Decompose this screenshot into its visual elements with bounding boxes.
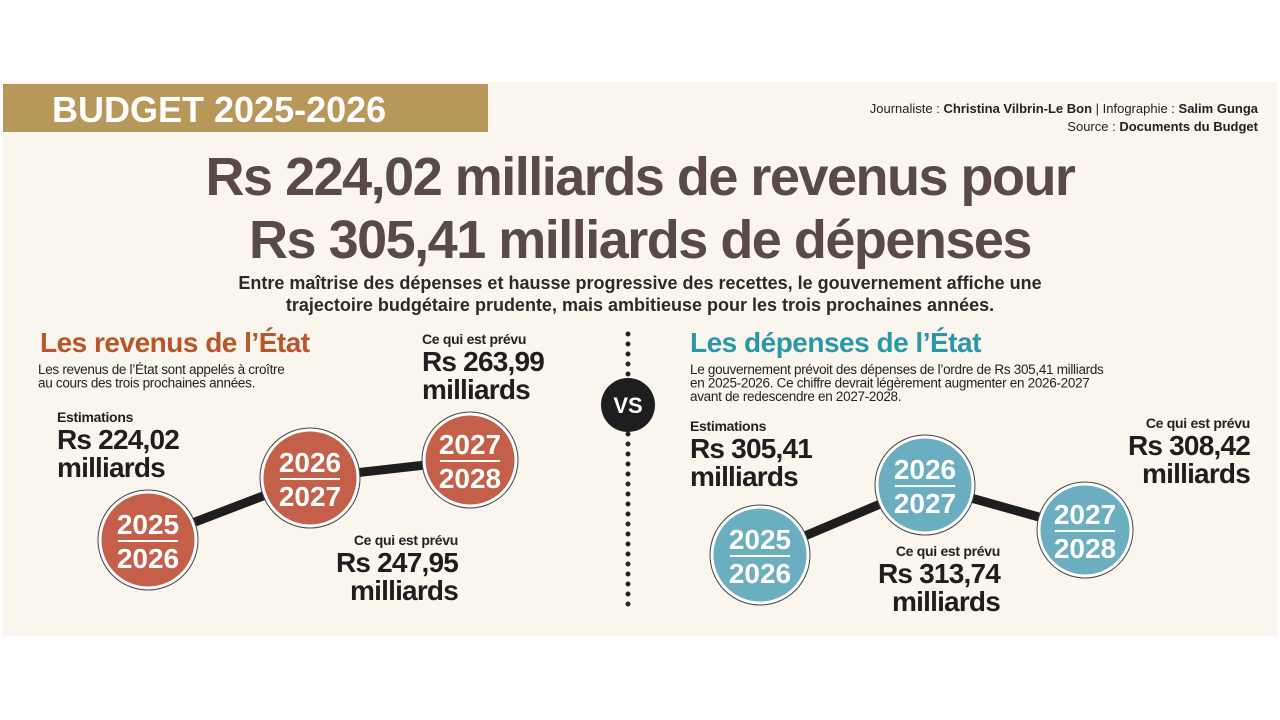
year: 2025 (117, 509, 179, 540)
year: 2028 (439, 463, 501, 494)
amount: Rs 308,42 (1128, 430, 1250, 461)
year: 2026 (894, 454, 956, 485)
label: | Infographie : (1092, 101, 1179, 116)
year-circle-ring (421, 411, 519, 509)
year: 2028 (1054, 533, 1116, 564)
item-label: Ce qui est prévu (422, 331, 526, 347)
unit: milliards (350, 575, 458, 606)
year: 2027 (439, 429, 501, 460)
year: 2026 (729, 558, 791, 589)
year: 2027 (894, 488, 956, 519)
amount: Rs 224,02 (57, 424, 179, 455)
amount: Rs 313,74 (878, 558, 1001, 589)
unit: milliards (1142, 458, 1250, 489)
year-circle-ring (874, 434, 976, 536)
item-label: Ce qui est prévu (896, 543, 1000, 559)
journalist: Christina Vilbrin-Le Bon (943, 101, 1092, 116)
item-label: Ce qui est prévu (354, 532, 458, 548)
item-label: Ce qui est prévu (1146, 415, 1250, 431)
description: en 2025-2026. Ce chiffre devrait légèrem… (690, 376, 1090, 391)
description: Le gouvernement prévoit des dépenses de … (690, 362, 1104, 377)
subtitle: trajectoire budgétaire prudente, mais am… (286, 295, 994, 315)
year-circle-ring (709, 504, 811, 606)
credits: Journaliste : Christina Vilbrin-Le Bon |… (870, 101, 1259, 116)
unit: milliards (422, 374, 530, 405)
year: 2027 (279, 481, 341, 512)
year: 2025 (729, 524, 791, 555)
amount: Rs 305,41 (690, 433, 812, 464)
subtitle: Entre maîtrise des dépenses et hausse pr… (238, 273, 1041, 293)
description: Les revenus de l’État sont appelés à cro… (38, 362, 284, 377)
unit: milliards (57, 452, 165, 483)
unit: milliards (690, 461, 798, 492)
amount: Rs 263,99 (422, 346, 544, 377)
title: Rs 224,02 milliards de revenus pour (206, 147, 1076, 207)
year-circle-ring (97, 489, 199, 591)
description: au cours des trois prochaines années. (38, 376, 255, 391)
year-circle-ring (1036, 481, 1134, 579)
source-name: Documents du Budget (1119, 119, 1258, 134)
banner: BUDGET 2025-2026 (52, 89, 386, 130)
unit: milliards (892, 586, 1000, 617)
label: Source : (1067, 119, 1119, 134)
vs-circle (601, 378, 655, 432)
banner-bg (3, 84, 488, 132)
title: Rs 305,41 milliards de dépenses (249, 210, 1031, 270)
heading: Les revenus de l’État (40, 327, 310, 358)
heading: Les dépenses de l’État (690, 327, 981, 358)
description: avant de redescendre en 2027-2028. (690, 389, 901, 404)
label: Journaliste : (870, 101, 944, 116)
vs: VS (613, 393, 642, 418)
year-circle-ring (259, 427, 361, 529)
item-label: Estimations (690, 418, 767, 434)
graphics: Salim Gunga (1179, 101, 1259, 116)
item-label: Estimations (57, 409, 134, 425)
source: Source : Documents du Budget (1067, 119, 1258, 134)
amount: Rs 247,95 (336, 547, 458, 578)
year: 2026 (117, 543, 179, 574)
year: 2027 (1054, 499, 1116, 530)
year: 2026 (279, 447, 341, 478)
